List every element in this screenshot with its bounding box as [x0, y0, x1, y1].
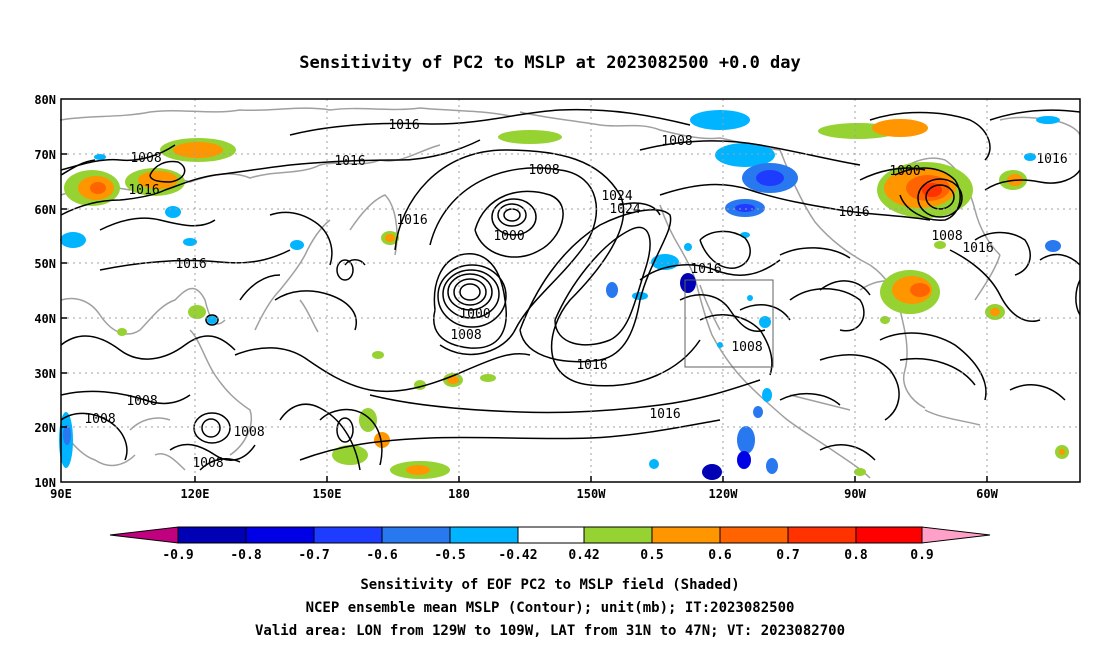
contour-label: 1008	[931, 229, 962, 244]
contour-label: 1016	[175, 257, 206, 272]
colorbar-tick-label: 0.6	[708, 548, 732, 563]
colorbar-above-max-triangle	[921, 526, 991, 544]
lat-label: 30N	[34, 367, 56, 381]
colorbar-tick-label: 0.7	[776, 548, 799, 563]
colorbar-tick-label: 0.42	[568, 548, 599, 563]
colorbar-tick-label: 0.9	[910, 548, 933, 563]
contour-label: 1000	[493, 229, 524, 244]
caption-line-1: Sensitivity of EOF PC2 to MSLP field (Sh…	[360, 577, 739, 593]
contour-label: 1008	[126, 394, 157, 409]
lon-label: 120E	[181, 487, 210, 501]
longitude-labels: 90E 120E 150E 180 150W 120W 90W 60W	[50, 487, 998, 501]
lon-label: 150E	[313, 487, 342, 501]
contour-labels: 1016 1008 1016 1016 1016 1008 1000 1000 …	[84, 118, 1067, 471]
contour-label: 1008	[233, 425, 264, 440]
colorbar	[109, 526, 991, 544]
contour-label: 1016	[128, 183, 159, 198]
contour-label: 1016	[1036, 152, 1067, 167]
colorbar-bin	[177, 526, 247, 544]
colorbar-tick-label: -0.8	[230, 548, 261, 563]
colorbar-tick-label: 0.5	[640, 548, 663, 563]
contour-label: 1016	[838, 205, 869, 220]
lat-label: 60N	[34, 203, 56, 217]
contour-label: 1008	[84, 412, 115, 427]
valid-area-box	[684, 279, 774, 368]
caption: Sensitivity of EOF PC2 to MSLP field (Sh…	[255, 577, 845, 639]
lat-label: 20N	[34, 421, 56, 435]
colorbar-bin	[313, 526, 383, 544]
caption-line-2: NCEP ensemble mean MSLP (Contour); unit(…	[306, 600, 795, 616]
contour-label: 1000	[889, 164, 920, 179]
contour-label: 1008	[661, 134, 692, 149]
contour-label: 1016	[690, 262, 721, 277]
contour-label: 1016	[576, 358, 607, 373]
contour-label: 1000	[459, 307, 490, 322]
lon-label: 90W	[844, 487, 866, 501]
colorbar-bin	[719, 526, 789, 544]
mslp-contours	[60, 108, 1081, 471]
colorbar-bin	[245, 526, 315, 544]
lon-label: 90E	[50, 487, 72, 501]
colorbar-bin	[787, 526, 857, 544]
contour-label: 1016	[962, 241, 993, 256]
lat-label: 80N	[34, 93, 56, 107]
colorbar-below-min-triangle	[109, 526, 179, 544]
colorbar-tick-label: -0.42	[498, 548, 537, 563]
colorbar-bin	[517, 526, 585, 544]
colorbar-bin	[651, 526, 721, 544]
colorbar-tick-label: -0.5	[434, 548, 465, 563]
lon-label: 150W	[577, 487, 607, 501]
contour-label: 1008	[731, 340, 762, 355]
figure-title: Sensitivity of PC2 to MSLP at 2023082500…	[299, 53, 801, 73]
lat-label: 10N	[34, 476, 56, 490]
colorbar-bin	[381, 526, 451, 544]
colorbar-tick-label: -0.9	[162, 548, 193, 563]
contour-label: 1016	[396, 213, 427, 228]
colorbar-bin	[583, 526, 653, 544]
lat-lon-grid	[61, 99, 1080, 482]
lat-label: 70N	[34, 148, 56, 162]
contour-label: 1016	[388, 118, 419, 133]
lon-label: 180	[448, 487, 470, 501]
lon-label: 120W	[709, 487, 739, 501]
map-panel: 1016 1008 1016 1016 1016 1008 1000 1000 …	[34, 93, 1081, 501]
latitude-labels: 80N 70N 60N 50N 40N 30N 20N 10N	[34, 93, 56, 490]
colorbar-bin	[855, 526, 923, 544]
colorbar-tick-label: -0.7	[298, 548, 329, 563]
colorbar-labels: -0.9 -0.8 -0.7 -0.6 -0.5 -0.42 0.42 0.5 …	[162, 548, 933, 563]
lat-label: 40N	[34, 312, 56, 326]
colorbar-bin	[449, 526, 519, 544]
colorbar-tick-label: -0.6	[366, 548, 397, 563]
contour-label: 1016	[649, 407, 680, 422]
map-frame	[60, 98, 1081, 483]
contour-label: 1024	[601, 189, 632, 204]
caption-line-3: Valid area: LON from 129W to 109W, LAT f…	[255, 623, 845, 639]
colorbar-tick-label: 0.8	[844, 548, 868, 563]
lon-label: 60W	[976, 487, 998, 501]
contour-label: 1008	[130, 151, 161, 166]
axis-ticks	[61, 153, 988, 482]
lat-label: 50N	[34, 257, 56, 271]
contour-label: 1016	[334, 154, 365, 169]
contour-label: 1008	[450, 328, 481, 343]
contour-label: 1008	[192, 456, 223, 471]
contour-label: 1008	[528, 163, 559, 178]
